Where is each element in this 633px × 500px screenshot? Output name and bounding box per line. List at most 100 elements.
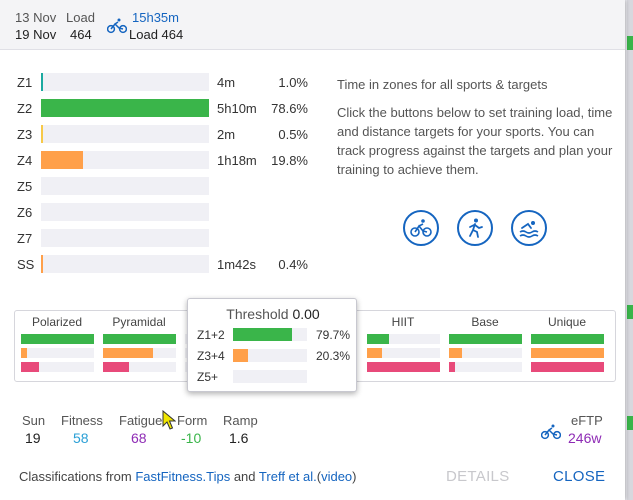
zone-label: Z7 (17, 231, 33, 246)
tooltip-percent: 79.7% (315, 328, 350, 342)
stat-value: 68 (131, 430, 147, 446)
zone-label: Z3 (17, 127, 33, 142)
classification-bar-track (531, 334, 604, 344)
zone-bar-track (41, 229, 209, 247)
fastfitness-link[interactable]: FastFitness.Tips (135, 469, 231, 484)
zone-percent: 0.4% (278, 257, 308, 272)
tooltip-zone-label: Z5+ (197, 370, 219, 384)
zone-bar-fill (41, 125, 43, 143)
bike-target-button[interactable] (403, 210, 439, 246)
bike-icon (410, 219, 432, 237)
zone-bar-fill (41, 99, 209, 117)
zone-percent: 0.5% (278, 127, 308, 142)
run-target-button[interactable] (457, 210, 493, 246)
zone-percent: 1.0% (278, 75, 308, 90)
zone-bar-fill (41, 151, 83, 169)
info-title: Time in zones for all sports & targets (337, 77, 548, 92)
swim-icon (519, 221, 539, 238)
background-marker (627, 36, 633, 50)
zone-bar-track (41, 99, 209, 117)
eftp-value: 246w (568, 430, 602, 446)
classification-bar-fill (103, 334, 176, 344)
classification-bar-track (21, 334, 94, 344)
classification-bar-track (21, 348, 94, 358)
tooltip-bar-track (233, 370, 307, 383)
classification-name[interactable]: Pyramidal (112, 315, 166, 329)
tooltip-title-name: Threshold (226, 306, 289, 322)
classification-bar-fill (367, 362, 440, 372)
tooltip-bar-track (233, 349, 307, 362)
classification-bar-fill (367, 334, 389, 344)
zone-bar-fill (41, 255, 43, 273)
background-marker (627, 416, 633, 430)
paren-open: ( (316, 469, 322, 484)
video-link[interactable]: video (321, 469, 353, 484)
zone-time: 2m (217, 127, 236, 142)
classification-bar-fill (103, 348, 153, 358)
stat-label: Fatigue (119, 413, 163, 428)
tooltip-percent: 20.3% (315, 349, 350, 363)
info-body: Click the buttons below to set training … (337, 105, 613, 177)
start-date: 13 Nov (15, 10, 57, 25)
footer-prefix: Classifications from (19, 469, 132, 484)
classification-bar-track (367, 348, 440, 358)
stat-label: Ramp (223, 413, 258, 428)
dialog-header: 13 Nov 19 Nov Load 464 15h35m Load 464 (0, 0, 625, 50)
classification-bar-track (449, 334, 522, 344)
swim-target-button[interactable] (511, 210, 547, 246)
zone-percent: 78.6% (271, 101, 308, 116)
tooltip-bar-fill (233, 328, 292, 341)
zone-label: Z1 (17, 75, 33, 90)
zone-bar-track (41, 255, 209, 273)
classification-name[interactable]: HIIT (391, 315, 415, 329)
classification-bar-fill (531, 334, 604, 344)
classification-bar-fill (531, 362, 604, 372)
zone-label: Z2 (17, 101, 33, 116)
zone-bar-track (41, 177, 209, 195)
zone-time: 4m (217, 75, 236, 90)
tooltip-bar-track (233, 328, 307, 341)
classification-bar-fill (531, 348, 604, 358)
paren-close: ) (352, 469, 357, 484)
bike-icon (107, 18, 127, 34)
classification-bar-fill (21, 334, 94, 344)
zone-bar-track (41, 151, 209, 169)
background-marker (627, 305, 633, 319)
zone-percent: 19.8% (271, 153, 308, 168)
eftp-label: eFTP (571, 413, 603, 428)
zone-bar-track (41, 203, 209, 221)
classification-bar-track (449, 362, 522, 372)
zone-time: 1m42s (217, 257, 257, 272)
zone-label: Z4 (17, 153, 33, 168)
tooltip-bar-fill (233, 349, 249, 362)
tooltip-zone-label: Z3+4 (197, 349, 225, 363)
classification-name[interactable]: Polarized (31, 315, 83, 329)
classification-bar-track (367, 362, 440, 372)
classification-bar-fill (103, 362, 129, 372)
classification-bar-fill (449, 334, 522, 344)
close-button[interactable]: CLOSE (553, 468, 606, 485)
classification-name[interactable]: Unique (547, 315, 587, 329)
bike-icon (541, 424, 561, 440)
footer-credits: Classifications from FastFitness.Tips an… (19, 469, 357, 484)
classification-bar-fill (21, 362, 40, 372)
zone-bar-fill (41, 73, 43, 91)
background-strip (627, 0, 633, 500)
classification-bar-fill (21, 348, 27, 358)
footer-and: and (233, 469, 256, 484)
zone-label: SS (17, 257, 35, 272)
run-icon (469, 218, 483, 238)
details-button[interactable]: DETAILS (446, 468, 510, 485)
classification-bar-track (367, 334, 440, 344)
load-label: Load (66, 10, 95, 25)
end-date: 19 Nov (15, 27, 57, 42)
zone-bar-track (41, 73, 209, 91)
classification-name[interactable]: Base (471, 315, 499, 329)
classification-bar-track (531, 348, 604, 358)
stat-label: Sun (22, 413, 46, 428)
classification-bar-track (103, 334, 176, 344)
sport-duration: 15h35m (132, 10, 179, 25)
zone-bar-track (41, 125, 209, 143)
treff-link[interactable]: Treff et al. (258, 469, 317, 484)
